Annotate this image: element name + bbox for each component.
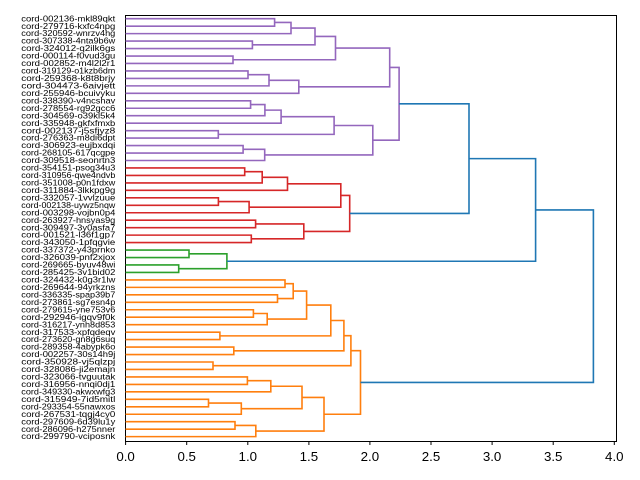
svg-text:cord-267531-tqgj4cy0: cord-267531-tqgj4cy0 — [21, 409, 115, 419]
svg-text:cord-326039-pnf2xjox: cord-326039-pnf2xjox — [21, 252, 116, 262]
svg-text:cord-269665-byuv48wi: cord-269665-byuv48wi — [21, 260, 115, 270]
svg-text:cord-276363-m8di6dpt: cord-276363-m8di6dpt — [21, 133, 116, 143]
svg-text:cord-323066-tvguutak: cord-323066-tvguutak — [21, 372, 116, 382]
svg-text:cord-304473-6aivjett: cord-304473-6aivjett — [21, 80, 116, 90]
svg-text:cord-304569-o39kl5k4: cord-304569-o39kl5k4 — [21, 110, 115, 120]
svg-text:cord-289358-4abypk6o: cord-289358-4abypk6o — [21, 342, 115, 352]
svg-text:cord-336335-spap39b7: cord-336335-spap39b7 — [21, 289, 115, 299]
svg-text:cord-263927-hnsyas9g: cord-263927-hnsyas9g — [21, 215, 115, 225]
svg-text:cord-297609-6d39lu1y: cord-297609-6d39lu1y — [21, 416, 116, 426]
svg-text:cord-002136-mkl89qkt: cord-002136-mkl89qkt — [21, 13, 116, 23]
svg-text:cord-306923-eujbxdqi: cord-306923-eujbxdqi — [21, 140, 115, 150]
svg-text:0.5: 0.5 — [177, 449, 196, 464]
svg-text:1.5: 1.5 — [300, 449, 319, 464]
svg-text:3.5: 3.5 — [544, 449, 563, 464]
svg-text:cord-343050-1pfqgvie: cord-343050-1pfqgvie — [21, 237, 115, 247]
svg-text:cord-354151-psog34u3: cord-354151-psog34u3 — [21, 163, 115, 173]
svg-text:cord-279716-kxfc4npg: cord-279716-kxfc4npg — [21, 21, 115, 31]
svg-text:cord-000114-f0vud3gu: cord-000114-f0vud3gu — [21, 51, 115, 61]
svg-text:3.0: 3.0 — [483, 449, 502, 464]
svg-text:cord-259368-k8t8brjy: cord-259368-k8t8brjy — [21, 73, 116, 83]
svg-text:cord-309518-seonrtn3: cord-309518-seonrtn3 — [21, 155, 115, 165]
svg-text:2.0: 2.0 — [361, 449, 380, 464]
svg-text:cord-286096-h275nner: cord-286096-h275nner — [21, 424, 115, 434]
svg-text:cord-335948-gkfxfmxb: cord-335948-gkfxfmxb — [21, 118, 115, 128]
svg-text:cord-273620-gn8g6suq: cord-273620-gn8g6suq — [21, 334, 115, 344]
svg-text:cord-319129-o1kzb6dm: cord-319129-o1kzb6dm — [21, 66, 115, 76]
svg-text:cord-332057-1vvlzuue: cord-332057-1vvlzuue — [21, 192, 115, 202]
svg-text:cord-293354-55nawxos: cord-293354-55nawxos — [21, 401, 115, 411]
svg-text:cord-001521-l36f1gp7: cord-001521-l36f1gp7 — [21, 230, 115, 240]
svg-text:cord-309497-3y0asfa7: cord-309497-3y0asfa7 — [21, 222, 115, 232]
svg-text:cord-002257-30s14h9j: cord-002257-30s14h9j — [21, 349, 115, 359]
svg-text:cord-320592-wnrzv4hg: cord-320592-wnrzv4hg — [21, 28, 115, 38]
svg-text:cord-324432-k0g3r1lw: cord-324432-k0g3r1lw — [21, 275, 116, 285]
svg-text:2.5: 2.5 — [422, 449, 441, 464]
svg-text:cord-317533-xpfqdeqv: cord-317533-xpfqdeqv — [21, 327, 116, 337]
svg-text:cord-310956-qwe4ndvb: cord-310956-qwe4ndvb — [21, 170, 115, 180]
svg-text:cord-273861-sg7esn4p: cord-273861-sg7esn4p — [21, 297, 115, 307]
svg-text:cord-316217-ynh8d853: cord-316217-ynh8d853 — [21, 319, 115, 329]
svg-text:4.0: 4.0 — [605, 449, 624, 464]
svg-text:cord-337372-y43prnko: cord-337372-y43prnko — [21, 245, 115, 255]
svg-text:cord-255946-bcuivyku: cord-255946-bcuivyku — [21, 88, 115, 98]
svg-text:cord-285425-3v1bid02: cord-285425-3v1bid02 — [21, 267, 115, 277]
svg-text:cord-278554-rg92gcc6: cord-278554-rg92gcc6 — [21, 103, 115, 113]
svg-text:cord-292946-igqv9f0k: cord-292946-igqv9f0k — [21, 312, 116, 322]
svg-text:cord-316956-nnqi0dj1: cord-316956-nnqi0dj1 — [21, 379, 115, 389]
svg-text:1.0: 1.0 — [239, 449, 258, 464]
svg-text:cord-307338-4nta9b6w: cord-307338-4nta9b6w — [21, 36, 116, 46]
svg-text:cord-269644-94yrkzns: cord-269644-94yrkzns — [21, 282, 115, 292]
svg-text:cord-311884-3lkkpg9g: cord-311884-3lkkpg9g — [21, 185, 115, 195]
svg-text:cord-350928-vj5qlzpj: cord-350928-vj5qlzpj — [21, 357, 115, 367]
svg-text:cord-349330-akwxwfg3: cord-349330-akwxwfg3 — [21, 386, 115, 396]
svg-text:cord-003298-vojbn0p4: cord-003298-vojbn0p4 — [21, 207, 115, 217]
svg-text:cord-338390-v4ncshav: cord-338390-v4ncshav — [21, 95, 116, 105]
svg-text:cord-002137-j5sfjyz8: cord-002137-j5sfjyz8 — [21, 125, 115, 135]
svg-text:cord-315949-7id5mitl: cord-315949-7id5mitl — [21, 394, 115, 404]
svg-text:cord-002138-uywz5nqw: cord-002138-uywz5nqw — [21, 200, 116, 210]
svg-text:cord-002852-m4l2l2r1: cord-002852-m4l2l2r1 — [21, 58, 115, 68]
svg-text:cord-299790-vciposnk: cord-299790-vciposnk — [21, 431, 116, 441]
svg-text:cord-324012-q2ilk6gs: cord-324012-q2ilk6gs — [21, 43, 115, 53]
svg-text:cord-328086-ji2emajn: cord-328086-ji2emajn — [21, 364, 115, 374]
svg-text:cord-279615-yne753v6: cord-279615-yne753v6 — [21, 304, 115, 314]
svg-text:0.0: 0.0 — [116, 449, 135, 464]
svg-text:cord-351008-p0n1fdxw: cord-351008-p0n1fdxw — [21, 177, 116, 187]
svg-text:cord-268105-617qcgpe: cord-268105-617qcgpe — [21, 148, 115, 158]
